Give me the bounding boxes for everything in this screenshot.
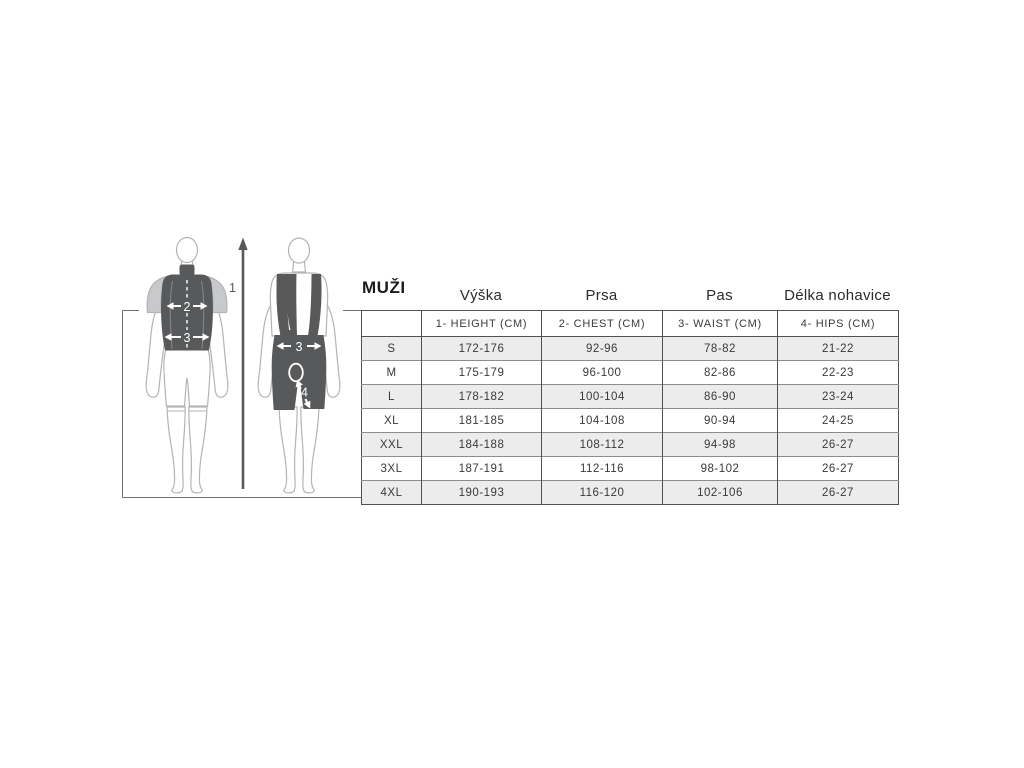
shorts-waist-arrow-label: 3 bbox=[296, 340, 303, 354]
table-row: S 172-176 92-96 78-82 21-22 bbox=[361, 336, 899, 361]
value-cell: 190-193 bbox=[421, 480, 542, 505]
size-cell: M bbox=[361, 360, 422, 385]
jersey-waist-arrow: 3 bbox=[164, 331, 210, 345]
value-cell: 94-98 bbox=[662, 432, 778, 457]
size-cell: 4XL bbox=[361, 480, 422, 505]
size-cell: XL bbox=[361, 408, 422, 433]
jersey-waist-arrow-label: 3 bbox=[184, 331, 191, 345]
value-cell: 86-90 bbox=[662, 384, 778, 409]
corner-cell bbox=[361, 310, 422, 337]
value-cell: 175-179 bbox=[421, 360, 542, 385]
head bbox=[175, 236, 199, 264]
frame-border bbox=[122, 310, 362, 498]
size-cell: XXL bbox=[361, 432, 422, 457]
value-cell: 178-182 bbox=[421, 384, 542, 409]
table-row: 3XL 187-191 112-116 98-102 26-27 bbox=[361, 456, 899, 481]
size-cell: 3XL bbox=[361, 456, 422, 481]
table-row: M 175-179 96-100 82-86 22-23 bbox=[361, 360, 899, 385]
jersey-collar bbox=[179, 264, 195, 276]
shorts-white bbox=[163, 345, 211, 407]
value-cell: 23-24 bbox=[777, 384, 899, 409]
value-cell: 184-188 bbox=[421, 432, 542, 457]
value-cell: 22-23 bbox=[777, 360, 899, 385]
value-cell: 108-112 bbox=[541, 432, 663, 457]
value-cell: 104-108 bbox=[541, 408, 663, 433]
value-cell: 90-94 bbox=[662, 408, 778, 433]
table-subheader-row: 1- HEIGHT (CM) 2- CHEST (CM) 3- WAIST (C… bbox=[361, 310, 899, 337]
subheader-height: 1- HEIGHT (CM) bbox=[421, 310, 542, 337]
bib-strap-right-band bbox=[308, 274, 322, 336]
value-cell: 112-116 bbox=[541, 456, 663, 481]
table-row: XL 181-185 104-108 90-94 24-25 bbox=[361, 408, 899, 433]
column-header-prsa: Prsa bbox=[585, 287, 618, 304]
value-cell: 172-176 bbox=[421, 336, 542, 361]
value-cell: 116-120 bbox=[541, 480, 663, 505]
value-cell: 26-27 bbox=[777, 480, 899, 505]
value-cell: 24-25 bbox=[777, 408, 899, 433]
male-figure-bibshorts: 3 4 bbox=[257, 237, 341, 494]
value-cell: 100-104 bbox=[541, 384, 663, 409]
height-arrow: 1 bbox=[229, 237, 248, 489]
value-cell: 26-27 bbox=[777, 456, 899, 481]
subheader-chest: 2- CHEST (CM) bbox=[541, 310, 663, 337]
subheader-hips: 4- HIPS (CM) bbox=[777, 310, 899, 337]
table-row: XXL 184-188 108-112 94-98 26-27 bbox=[361, 432, 899, 457]
chest-arrow: 2 bbox=[166, 300, 208, 314]
value-cell: 21-22 bbox=[777, 336, 899, 361]
value-cell: 98-102 bbox=[662, 456, 778, 481]
value-cell: 92-96 bbox=[541, 336, 663, 361]
column-header-pas: Pas bbox=[706, 287, 733, 304]
chest-arrow-label: 2 bbox=[184, 300, 191, 314]
table-row: 4XL 190-193 116-120 102-106 26-27 bbox=[361, 480, 899, 505]
jersey-torso bbox=[161, 274, 213, 351]
table-title: MUŽI bbox=[362, 278, 406, 297]
leg-length-arrow-label: 4 bbox=[301, 386, 308, 400]
leg-length-arrow: 4 bbox=[295, 379, 311, 409]
pad-circle bbox=[288, 362, 304, 383]
value-cell: 102-106 bbox=[662, 480, 778, 505]
table-row: L 178-182 100-104 86-90 23-24 bbox=[361, 384, 899, 409]
jersey-seams bbox=[169, 280, 205, 350]
column-header-vyska: Výška bbox=[459, 287, 503, 304]
column-header-delka-nohavice: Délka nohavice bbox=[784, 287, 891, 304]
value-cell: 181-185 bbox=[421, 408, 542, 433]
subheader-waist: 3- WAIST (CM) bbox=[662, 310, 778, 337]
head bbox=[287, 237, 311, 264]
value-cell: 187-191 bbox=[421, 456, 542, 481]
value-cell: 26-27 bbox=[777, 432, 899, 457]
value-cell: 82-86 bbox=[662, 360, 778, 385]
shorts-waist-arrow: 3 bbox=[276, 340, 322, 354]
size-cell: S bbox=[361, 336, 422, 361]
bib-strap-left-band bbox=[276, 274, 290, 336]
bib-shorts bbox=[271, 335, 327, 410]
male-figure-jersey: 2 3 bbox=[145, 236, 229, 494]
size-table: 1- HEIGHT (CM) 2- CHEST (CM) 3- WAIST (C… bbox=[361, 310, 899, 505]
value-cell: 78-82 bbox=[662, 336, 778, 361]
height-arrow-label: 1 bbox=[229, 281, 236, 295]
value-cell: 96-100 bbox=[541, 360, 663, 385]
size-cell: L bbox=[361, 384, 422, 409]
